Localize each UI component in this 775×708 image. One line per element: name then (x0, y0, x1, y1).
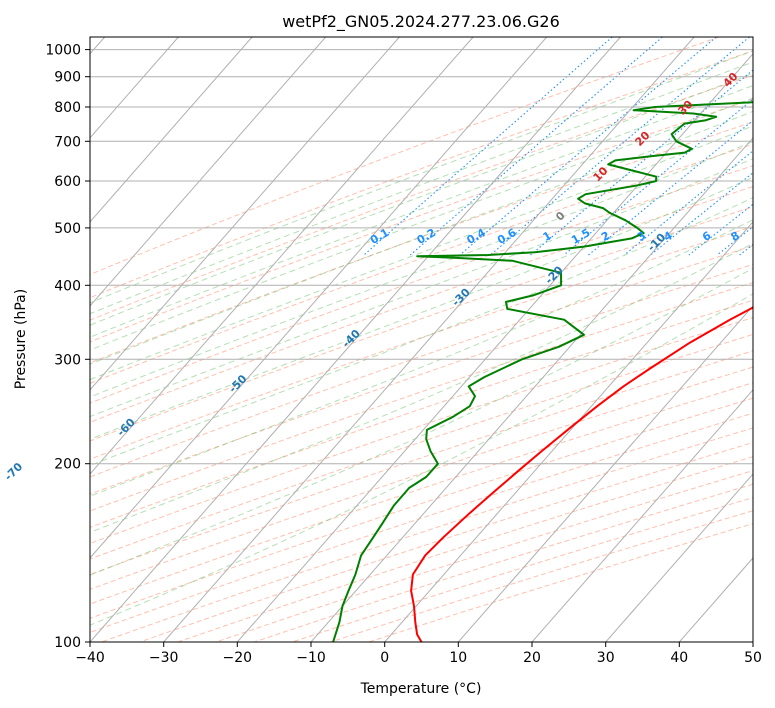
isotherm-gridline (310, 137, 753, 642)
dry-adiabat (90, 143, 753, 384)
moist-adiabat (90, 197, 753, 467)
isotherm-gridline (90, 37, 327, 307)
y-tick-label: 100 (54, 635, 81, 651)
isotherm-label: -30 (450, 286, 473, 309)
moist-adiabat (90, 110, 753, 365)
dry-adiabat (90, 317, 753, 544)
mixing-ratio-label: 1.5 (569, 226, 592, 247)
x-tick-label: 0 (380, 650, 389, 666)
y-tick-label: 1000 (45, 43, 81, 59)
moist-adiabat (90, 219, 753, 497)
x-tick-label: 40 (670, 650, 688, 666)
moist-adiabat (90, 84, 753, 338)
isotherm-gridline (90, 37, 621, 642)
dry-adiabat (90, 226, 753, 460)
moist-adiabat (90, 125, 753, 381)
dry-adiabat (215, 470, 753, 642)
isotherm-label: -40 (340, 327, 363, 350)
mixing-ratio-line (588, 119, 753, 256)
isotherm-label: -70 (2, 460, 25, 483)
mixing-ratio-line (563, 98, 753, 256)
mixing-ratio-line (767, 37, 775, 255)
axis-ticks: −40 −30 −20 −10 0 10 20 30 40 5010020030040050060… (45, 43, 762, 666)
moist-adiabat (90, 293, 753, 626)
isotherm-label: -60 (115, 416, 138, 439)
moist-adiabat (90, 61, 753, 315)
dry-adiabat (90, 74, 753, 321)
dry-adiabat (90, 37, 720, 276)
mixing-ratio-label: 6 (700, 229, 713, 244)
isotherm-gridline (384, 221, 753, 642)
dry-adiabat (90, 299, 753, 528)
dewpoint-line (332, 101, 753, 642)
y-tick-label: 500 (54, 221, 81, 237)
isotherm-gridline (90, 37, 548, 559)
mixing-ratio-line (739, 243, 753, 256)
moist-adiabat (90, 50, 753, 304)
x-tick-label: 10 (449, 650, 467, 666)
mixing-ratio-line (530, 69, 753, 256)
x-axis-label: Temperature (°C) (360, 681, 482, 697)
y-axis-label: Pressure (hPa) (13, 289, 29, 389)
x-tick-label: 30 (597, 650, 615, 666)
mixing-ratio-label: 3 (635, 229, 648, 244)
temperature-line (410, 306, 753, 642)
isotherm-label: -20 (543, 263, 566, 286)
y-tick-label: 300 (54, 352, 81, 368)
dry-adiabat (90, 50, 753, 299)
dry-adiabat (90, 165, 753, 404)
plot-frame (89, 36, 754, 643)
isotherm-gridline (90, 37, 400, 391)
mixing-ratio-line (409, 37, 663, 256)
chart-title: wetPf2_GN05.2024.277.23.06.G26 (282, 12, 560, 32)
mixing-ratio-line (650, 172, 753, 256)
isotherm-gridline (457, 305, 753, 642)
isotherm-gridline (163, 37, 695, 642)
isotherm-gridline (90, 37, 253, 223)
x-tick-label: −40 (75, 650, 105, 666)
y-tick-label: 700 (54, 134, 81, 150)
x-tick-label: −30 (149, 650, 179, 666)
profile-series (332, 101, 753, 642)
moist-adiabat (90, 72, 753, 326)
dry-adiabat (90, 206, 753, 442)
isotherm-gridline (531, 389, 753, 642)
dry-adiabat (90, 263, 753, 495)
isotherm-gridline (605, 473, 753, 642)
dry-adiabat (330, 510, 753, 642)
y-tick-label: 200 (54, 457, 81, 473)
y-tick-label: 800 (54, 100, 81, 116)
mixing-ratio-label: 0.2 (415, 226, 438, 247)
dry-adiabat (90, 186, 753, 423)
moist-adiabat (90, 140, 753, 398)
y-tick-label: 600 (54, 174, 81, 190)
mixing-ratio-line (459, 37, 717, 256)
isotherm-gridline (752, 641, 753, 642)
isotherm-gridline (90, 37, 474, 475)
x-tick-label: −20 (223, 650, 253, 666)
mixing-ratio-label: 0.6 (495, 226, 519, 247)
moist-adiabat (90, 267, 753, 576)
y-tick-label: 900 (54, 70, 81, 86)
moist-adiabat (90, 97, 753, 351)
x-tick-label: −10 (296, 650, 326, 666)
isotherm-gridline (236, 53, 753, 642)
background-lines (90, 37, 775, 642)
x-tick-label: 20 (523, 650, 541, 666)
moist-adiabat (90, 242, 753, 533)
x-tick-label: 50 (744, 650, 762, 666)
y-tick-label: 400 (54, 278, 81, 294)
moist-adiabat (90, 176, 753, 440)
mixing-ratio-label: 0.1 (368, 226, 391, 247)
moist-adiabat (90, 158, 753, 418)
mixing-ratio-line (489, 37, 750, 256)
dry-adiabat (90, 397, 753, 619)
mixing-ratio-line (363, 37, 613, 256)
dry-adiabat (90, 282, 753, 512)
isotherm-label: -50 (226, 372, 249, 395)
